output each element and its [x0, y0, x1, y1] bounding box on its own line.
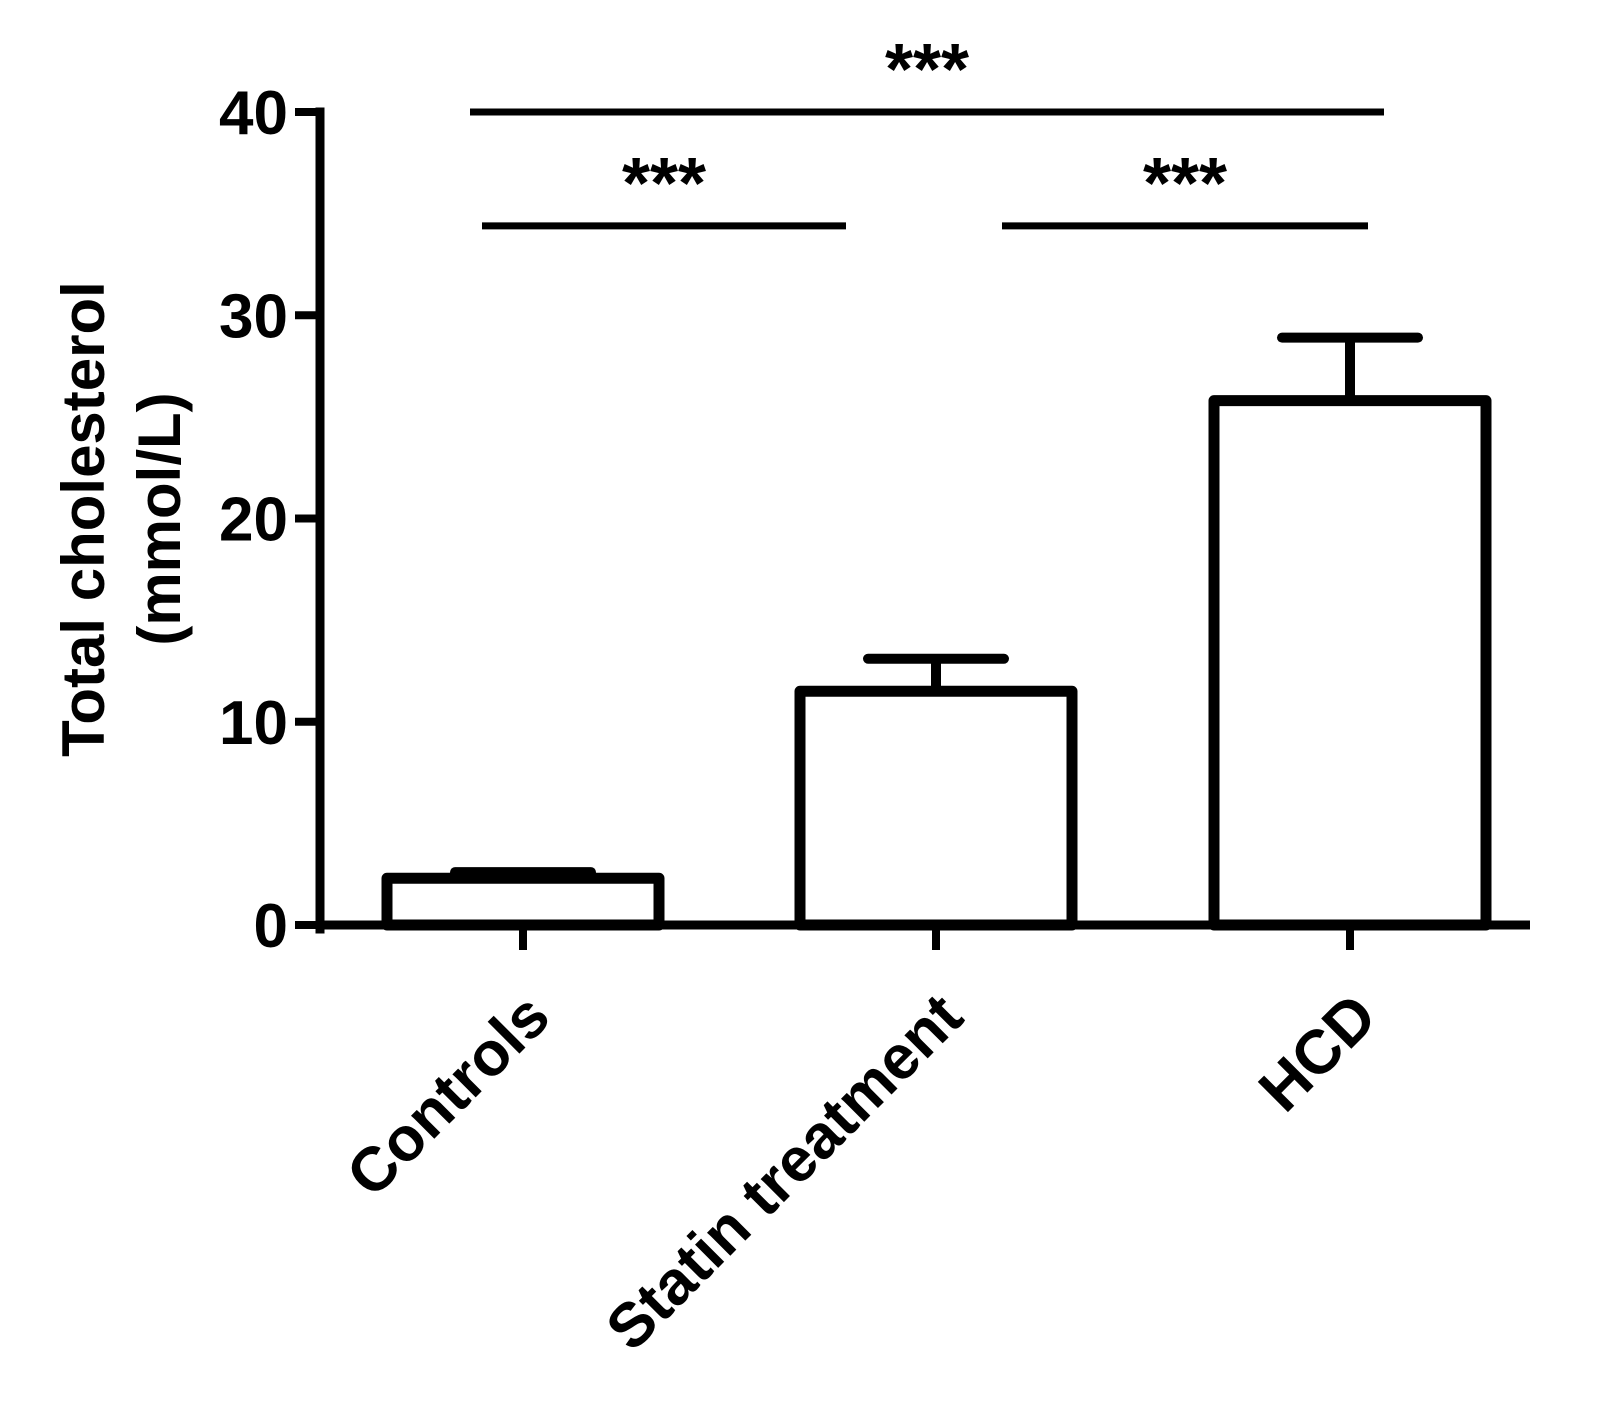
y-axis-label: Total cholesterol (mmol/L)	[50, 281, 193, 757]
y-tick-label: 0	[254, 892, 288, 961]
significance-label: ***	[885, 30, 969, 110]
x-ticks: Controls Statin treatment HCD	[334, 925, 1390, 1364]
significance-label: ***	[1143, 144, 1227, 224]
error-bars	[450, 332, 1423, 879]
bar-hcd	[1208, 395, 1492, 931]
bar-statin-treatment	[794, 685, 1078, 931]
x-tick-label: HCD	[1246, 981, 1390, 1125]
significance-label: ***	[622, 144, 706, 224]
y-axis-label-line: Total cholesterol	[50, 281, 117, 757]
y-tick-label: 30	[219, 282, 288, 351]
x-tick-label: Controls	[334, 981, 563, 1210]
y-tick-label: 40	[219, 79, 288, 148]
bar-controls	[381, 872, 665, 931]
y-axis-label-line: (mmol/L)	[126, 392, 193, 645]
y-tick-label: 10	[219, 689, 288, 758]
y-tick-label: 20	[219, 486, 288, 555]
x-tick-label: Statin treatment	[593, 981, 976, 1364]
significance-markers: *** *** ***	[470, 30, 1384, 230]
y-ticks: 0 10 20 30 40	[219, 79, 320, 961]
